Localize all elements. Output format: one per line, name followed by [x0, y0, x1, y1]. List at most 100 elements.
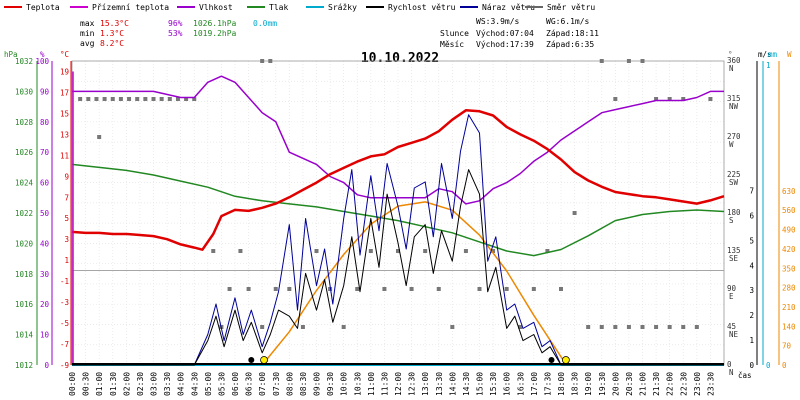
- temp-tick: 17: [60, 88, 69, 97]
- pressure-tick: 1016: [15, 300, 34, 309]
- sunrise-marker: [260, 356, 268, 364]
- pressure-axis-unit: hPa: [4, 50, 18, 59]
- wind-direction-point: [599, 59, 604, 63]
- temp-tick: -9: [60, 361, 69, 370]
- x-tick: 03:00: [150, 372, 159, 396]
- pressure-tick: 1022: [15, 209, 33, 218]
- wind-tick: 4: [749, 261, 754, 270]
- temp-tick: 15: [60, 109, 69, 118]
- wind-direction-point: [518, 325, 523, 329]
- x-tick: 12:00: [394, 372, 403, 396]
- solar-tick: 420: [782, 245, 796, 254]
- direction-tick-compass: SW: [729, 178, 739, 187]
- humidity-tick: 50: [40, 209, 50, 218]
- x-tick: 11:00: [367, 372, 376, 396]
- humidity-tick: 80: [40, 118, 50, 127]
- solar-tick: 70: [782, 342, 792, 351]
- wind-direction-point: [118, 97, 123, 101]
- wind-direction-point: [184, 97, 189, 101]
- solar-line: [261, 201, 568, 366]
- x-tick: 09:30: [326, 372, 335, 396]
- pressure-tick: 1026: [15, 148, 34, 157]
- wind-direction-point: [227, 287, 232, 291]
- wind-tick: 5: [749, 236, 754, 245]
- humidity-tick: 0: [44, 361, 49, 370]
- wind-direction-point: [273, 287, 278, 291]
- wind-direction-point: [143, 97, 148, 101]
- wind-direction-point: [135, 97, 140, 101]
- solar-axis-unit: W: [787, 50, 792, 59]
- temp-tick: 1: [64, 256, 69, 265]
- stat-value: 0.0mm: [253, 19, 277, 28]
- humidity-line: [72, 75, 724, 205]
- wind-direction-point: [246, 287, 251, 291]
- x-tick: 23:00: [693, 372, 702, 396]
- wind-direction-point: [450, 325, 455, 329]
- temp-tick: -5: [60, 319, 69, 328]
- wind-direction-point: [599, 325, 604, 329]
- wind-direction-point: [423, 249, 428, 253]
- wind-direction-point: [102, 97, 107, 101]
- x-tick: 20:30: [625, 372, 634, 396]
- wind-direction-point: [159, 97, 164, 101]
- temp-tick: -7: [60, 340, 69, 349]
- solar-tick: 140: [782, 322, 796, 331]
- legend-label: Přízemní teplota: [92, 3, 169, 12]
- wind-direction-point: [681, 325, 686, 329]
- solar-tick: 280: [782, 284, 796, 293]
- wind-direction-point: [382, 287, 387, 291]
- x-tick: 13:30: [435, 372, 444, 396]
- x-tick: 02:00: [122, 372, 131, 396]
- legend-label: Teplota: [26, 3, 60, 12]
- wind-direction-point: [167, 97, 172, 101]
- solar-tick: 630: [782, 187, 796, 196]
- x-tick: 09:00: [313, 372, 322, 396]
- wind-direction-point: [211, 249, 216, 253]
- wind-direction-point: [268, 59, 273, 63]
- x-tick: 17:00: [530, 372, 539, 396]
- wind-direction-point: [545, 249, 550, 253]
- direction-tick-compass: N: [729, 368, 734, 377]
- x-tick: 12:30: [408, 372, 417, 396]
- temp-tick: -1: [60, 277, 69, 286]
- stats-block: max 15.3°C 96% 1026.1hPa 0.0mm min 1.3°C 53% 101…: [80, 17, 599, 49]
- temperature-line: [71, 109, 725, 251]
- wind-direction-point: [368, 249, 373, 253]
- legend-label: Náraz větru: [482, 3, 535, 12]
- stat-value: 1.3°C: [100, 29, 124, 38]
- wind-direction-point: [300, 325, 305, 329]
- wind-direction-point: [260, 59, 265, 63]
- direction-tick: 315: [727, 94, 741, 103]
- wind-direction-point: [151, 97, 156, 101]
- temp-tick: -3: [60, 298, 69, 307]
- wind-direction-point: [613, 97, 618, 101]
- wind-direction-point: [681, 97, 686, 101]
- wind-direction-point: [640, 325, 645, 329]
- wind-tick: 6: [749, 211, 754, 220]
- direction-tick-compass: E: [729, 292, 734, 301]
- wind-tick: 3: [749, 286, 754, 295]
- chart-title: 10.10.2022: [361, 51, 439, 66]
- moonset-marker: [248, 357, 255, 363]
- humidity-tick: 40: [40, 239, 50, 248]
- stat-moon-label: Měsíc: [440, 40, 464, 49]
- pressure-tick: 1012: [15, 361, 33, 370]
- x-tick: 08:00: [285, 372, 294, 396]
- humidity-tick: 30: [40, 270, 50, 279]
- x-tick: 05:00: [204, 372, 213, 396]
- stat-value: min: [80, 29, 95, 38]
- plot-area: [71, 59, 725, 366]
- x-tick: 18:30: [571, 372, 580, 396]
- direction-tick: 135: [727, 246, 741, 255]
- wind-direction-point: [314, 249, 319, 253]
- wind-direction-point: [238, 249, 243, 253]
- wind-direction-point: [626, 325, 631, 329]
- legend: Teplota Přízemní teplota Vlhkost Tlak Srážky…: [4, 3, 595, 12]
- x-tick: 14:30: [462, 372, 471, 396]
- pressure-tick: 1024: [15, 179, 34, 188]
- temp-axis-unit: °C: [60, 50, 69, 59]
- wind-direction-point: [436, 287, 441, 291]
- wind-direction-point: [667, 325, 672, 329]
- stat-value: max: [80, 19, 95, 28]
- x-tick: 03:30: [163, 372, 172, 396]
